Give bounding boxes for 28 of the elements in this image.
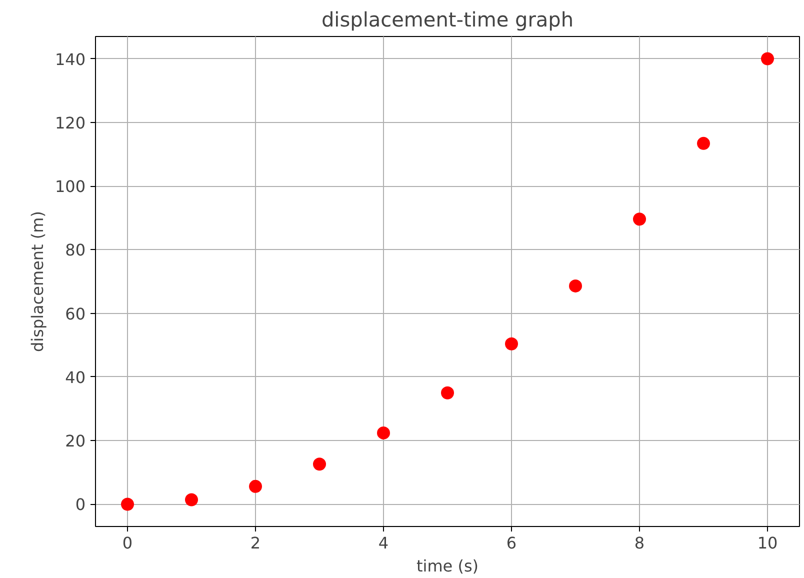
- point: [249, 480, 262, 493]
- point: [313, 458, 326, 471]
- chart-title: displacement-time graph: [321, 8, 574, 32]
- point: [505, 337, 518, 350]
- y-tick-label: 40: [65, 368, 86, 387]
- x-tick-label: 0: [122, 534, 133, 552]
- y-tick-label: 20: [65, 432, 86, 451]
- point: [761, 52, 774, 66]
- x-tick-label: 2: [250, 534, 261, 552]
- point: [633, 212, 646, 226]
- x-axis-title: time (s): [416, 556, 479, 576]
- x-tick-label: 8: [634, 534, 645, 552]
- y-axis-title: displacement (m): [28, 211, 47, 352]
- y-tick-label: 120: [54, 113, 86, 132]
- point: [185, 493, 198, 506]
- x-tick-label: 4: [378, 534, 389, 552]
- x-tick-label: 10: [757, 534, 778, 552]
- y-tick-label: 60: [65, 304, 86, 324]
- point: [121, 498, 134, 511]
- x-tick-label: 6: [506, 534, 517, 552]
- y-tick-label: 140: [54, 50, 86, 69]
- point: [441, 386, 454, 400]
- y-tick-label: 100: [54, 177, 86, 196]
- point: [569, 279, 582, 292]
- y-tick-label: 80: [65, 240, 86, 260]
- point: [377, 426, 390, 440]
- y-tick-label: 0: [75, 495, 86, 514]
- point: [697, 136, 710, 150]
